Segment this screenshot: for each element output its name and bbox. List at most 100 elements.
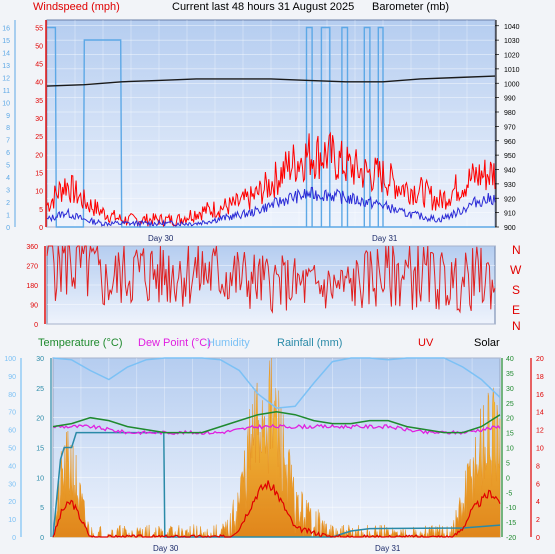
- humidity-legend: Humidity: [207, 337, 250, 349]
- windspeed-tick-label: 40: [35, 80, 43, 87]
- rain-rate-tick-label: 11: [3, 88, 10, 95]
- windspeed-axis-title: Windspeed (mph): [33, 1, 120, 13]
- rainfall-tick-label: 0: [40, 535, 44, 542]
- windspeed-tick-label: 10: [35, 189, 43, 196]
- uv-tick-label: 20: [536, 356, 544, 363]
- temperature-panel: 0510152025300102030405060708090100-20-15…: [4, 356, 544, 542]
- rain-rate-tick-label: 9: [6, 113, 10, 120]
- dew-point-line: [52, 423, 501, 436]
- compass-w: W: [510, 263, 522, 277]
- rain-rate-tick-label: 13: [2, 63, 10, 70]
- barometer-tick-label: 1040: [504, 24, 520, 31]
- windspeed-tick-label: 45: [35, 62, 43, 69]
- temperature-tick-label: 40: [506, 356, 514, 363]
- windspeed-tick-label: 50: [35, 43, 43, 50]
- wind-average-line: [46, 186, 496, 229]
- temperature-tick-label: -5: [506, 490, 512, 497]
- rain-rate-tick-label: 5: [6, 163, 10, 170]
- uv-tick-label: 18: [536, 374, 544, 381]
- humidity-tick-label: 30: [8, 481, 16, 488]
- rain-rate-tick-label: 14: [2, 50, 10, 57]
- wind-barometer-panel: 9009109209309409509609709809901000101010…: [2, 19, 520, 232]
- barometer-tick-label: 980: [504, 110, 516, 117]
- uv-tick-label: 12: [536, 428, 544, 435]
- rain-rate-tick-label: 1: [6, 213, 10, 220]
- rainfall-legend: Rainfall (mm): [277, 337, 342, 349]
- compass-s: S: [512, 283, 520, 297]
- temperature-tick-label: -20: [506, 535, 516, 542]
- temperature-tick-label: 10: [506, 446, 514, 453]
- rain-rate-spike: [341, 26, 349, 227]
- humidity-tick-label: 90: [8, 374, 16, 381]
- windspeed-tick-label: 55: [35, 25, 43, 32]
- temperature-tick-label: -10: [506, 505, 516, 512]
- uv-line: [52, 480, 501, 538]
- direction-tick-label: 180: [26, 283, 38, 290]
- temperature-axes: 0510152025300102030405060708090100-20-15…: [4, 356, 544, 542]
- rainfall-tick-label: 15: [36, 446, 44, 453]
- day-label-31-top: Day 31: [372, 234, 398, 243]
- rainfall-tick-label: 5: [40, 505, 44, 512]
- barometer-tick-label: 1020: [504, 53, 520, 60]
- rain-rate-tick-label: 16: [2, 25, 10, 32]
- barometer-tick-label: 990: [504, 96, 516, 103]
- barometer-axis-title: Barometer (mb): [372, 1, 449, 13]
- uv-tick-label: 0: [536, 535, 540, 542]
- barometer-line: [46, 75, 496, 87]
- chart-title: Current last 48 hours 31 August 2025: [172, 1, 354, 13]
- humidity-tick-label: 50: [8, 446, 16, 453]
- barometer-tick-label: 1030: [504, 38, 520, 45]
- uv-legend: UV: [418, 337, 434, 349]
- humidity-tick-label: 10: [8, 517, 16, 524]
- temperature-tick-label: 5: [506, 460, 510, 467]
- temperature-legend: Temperature (°C): [38, 337, 122, 349]
- uv-tick-label: 14: [536, 410, 544, 417]
- rainfall-tick-label: 20: [36, 416, 44, 423]
- day-label-31-bottom: Day 31: [375, 544, 401, 553]
- barometer-tick-label: 1010: [504, 67, 520, 74]
- rain-rate-tick-label: 15: [2, 38, 10, 45]
- compass-n-bottom: N: [512, 319, 521, 333]
- wind-gust-line: [46, 131, 496, 228]
- dew-point-legend: Dew Point (°C): [138, 337, 211, 349]
- humidity-line: [52, 357, 501, 409]
- rainfall-tick-label: 10: [36, 475, 44, 482]
- compass-n-top: N: [512, 243, 521, 257]
- temperature-tick-label: 15: [506, 431, 514, 438]
- humidity-tick-label: 70: [8, 410, 16, 417]
- wind-series: [46, 26, 496, 229]
- day-label-30-bottom: Day 30: [153, 544, 179, 553]
- humidity-tick-label: 80: [8, 392, 16, 399]
- uv-tick-label: 6: [536, 481, 540, 488]
- temperature-tick-label: 20: [506, 416, 514, 423]
- barometer-tick-label: 960: [504, 139, 516, 146]
- humidity-tick-label: 0: [12, 535, 16, 542]
- temperature-line: [52, 410, 501, 434]
- direction-tick-label: 90: [30, 303, 38, 310]
- temperature-series: [52, 357, 501, 538]
- barometer-tick-label: 970: [504, 124, 516, 131]
- temperature-tick-label: -15: [506, 520, 516, 527]
- temperature-tick-label: 30: [506, 386, 514, 393]
- wind-axes: 9009109209309409509609709809901000101010…: [2, 20, 520, 232]
- wind-direction-line: [46, 245, 496, 314]
- direction-tick-label: 0: [34, 322, 38, 329]
- uv-tick-label: 8: [536, 463, 540, 470]
- barometer-tick-label: 920: [504, 196, 516, 203]
- day-label-30-top: Day 30: [148, 234, 174, 243]
- uv-tick-label: 16: [536, 392, 544, 399]
- rain-rate-spike: [363, 26, 371, 227]
- rain-rate-spike: [320, 26, 331, 227]
- rainfall-tick-label: 30: [36, 356, 44, 363]
- rain-rate-tick-label: 8: [6, 125, 10, 132]
- temperature-tick-label: 25: [506, 401, 514, 408]
- solar-legend: Solar: [474, 337, 500, 349]
- wind-direction-panel: 0 90 180 270 360 N W S E N: [26, 243, 522, 333]
- rain-rate-line: [47, 26, 495, 228]
- windspeed-tick-label: 0: [39, 225, 43, 232]
- temperature-tick-label: 0: [506, 475, 510, 482]
- rain-rate-tick-label: 4: [6, 175, 10, 182]
- direction-axes: 0 90 180 270 360: [26, 244, 46, 329]
- windspeed-tick-label: 20: [35, 152, 43, 159]
